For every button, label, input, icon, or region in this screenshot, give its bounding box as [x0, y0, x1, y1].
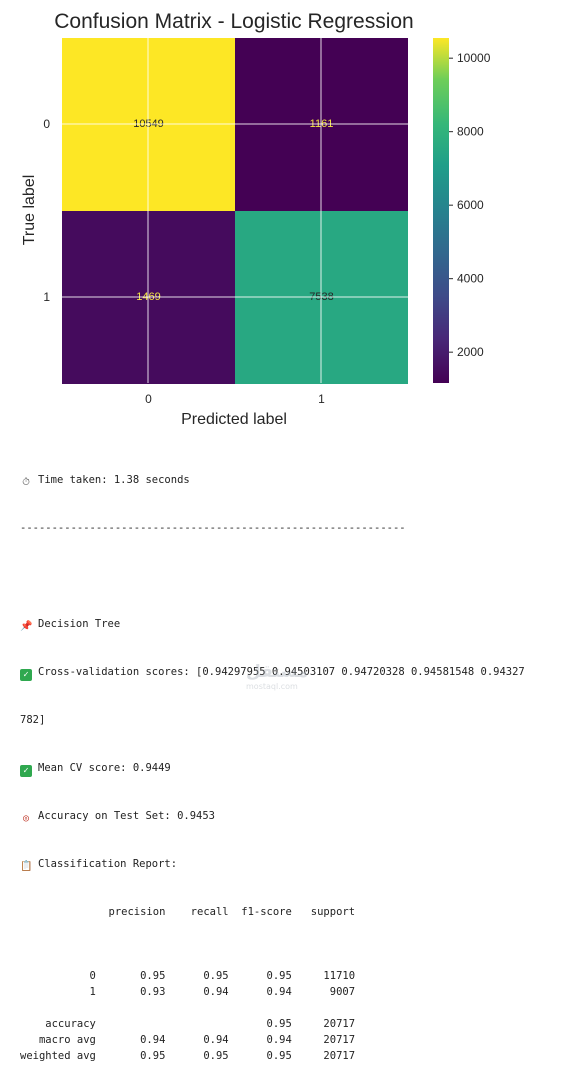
- model-title-line: 📌 Decision Tree: [20, 618, 121, 632]
- x-tick-label: 0: [145, 392, 152, 406]
- cv-scores-continuation: 782]: [20, 714, 46, 726]
- colorbar-tick-label: 4000: [457, 272, 484, 286]
- watermark-url: mostaql.com: [246, 682, 298, 691]
- clipboard-icon: 📋: [20, 861, 33, 872]
- report-header: precision recall f1-score support: [20, 906, 356, 918]
- stopwatch-icon: ⏱: [22, 477, 30, 488]
- chart-title: Confusion Matrix - Logistic Regression: [54, 10, 413, 33]
- colorbar: [433, 38, 449, 383]
- console-output: ⏱ Time taken: 1.38 seconds --------------…: [20, 440, 566, 1080]
- y-axis-label: True label: [21, 175, 38, 246]
- x-axis-label: Predicted label: [181, 411, 287, 428]
- colorbar-tick-label: 8000: [457, 125, 484, 139]
- pin-icon: 📌: [20, 621, 33, 632]
- report-row: macro avg 0.94 0.94 0.94 20717: [20, 1034, 356, 1046]
- report-row: 0 0.95 0.95 0.95 11710: [20, 970, 356, 982]
- report-table: 0 0.95 0.95 0.95 11710 1 0.93 0.94 0.94 …: [20, 952, 566, 1064]
- x-tick-label: 1: [318, 392, 325, 406]
- accuracy-line: ◎ Accuracy on Test Set: 0.9453: [20, 808, 566, 824]
- report-row: [20, 1000, 566, 1016]
- separator-line: ----------------------------------------…: [20, 522, 406, 534]
- mean-cv-line: ✓ Mean CV score: 0.9449: [20, 760, 566, 777]
- time-line: ⏱ Time taken: 1.38 seconds: [20, 472, 566, 488]
- report-row: weighted avg 0.95 0.95 0.95 20717: [20, 1050, 356, 1062]
- report-row: [20, 952, 566, 968]
- colorbar-tick-label: 10000: [457, 51, 491, 65]
- watermark-logo: مستقل mostaql.com: [246, 662, 326, 698]
- report-row: accuracy 0.95 20717: [20, 1018, 356, 1030]
- colorbar-tick-label: 6000: [457, 198, 484, 212]
- check-icon: ✓: [20, 765, 32, 777]
- heatmap-cells: 10549116114697538: [62, 38, 408, 384]
- colorbar-tick-label: 2000: [457, 345, 484, 359]
- grid-lines: [62, 38, 408, 383]
- watermark-text: مستقل: [246, 662, 309, 682]
- report-title-line: 📋 Classification Report:: [20, 858, 178, 872]
- confusion-matrix-figure: Confusion Matrix - Logistic Regression 1…: [21, 10, 491, 428]
- y-tick-label: 1: [43, 290, 50, 304]
- check-icon: ✓: [20, 669, 32, 681]
- colorbar-ticks: 2000 4000 6000 8000 10000: [449, 51, 491, 359]
- target-icon: ◎: [22, 813, 30, 824]
- axis-ticks: 0 1 0 1: [43, 117, 325, 406]
- cv-scores-line: ✓ Cross-validation scores: [0.94297955 0.…: [20, 664, 566, 681]
- y-tick-label: 0: [43, 117, 50, 131]
- report-row: 1 0.93 0.94 0.94 9007: [20, 986, 356, 998]
